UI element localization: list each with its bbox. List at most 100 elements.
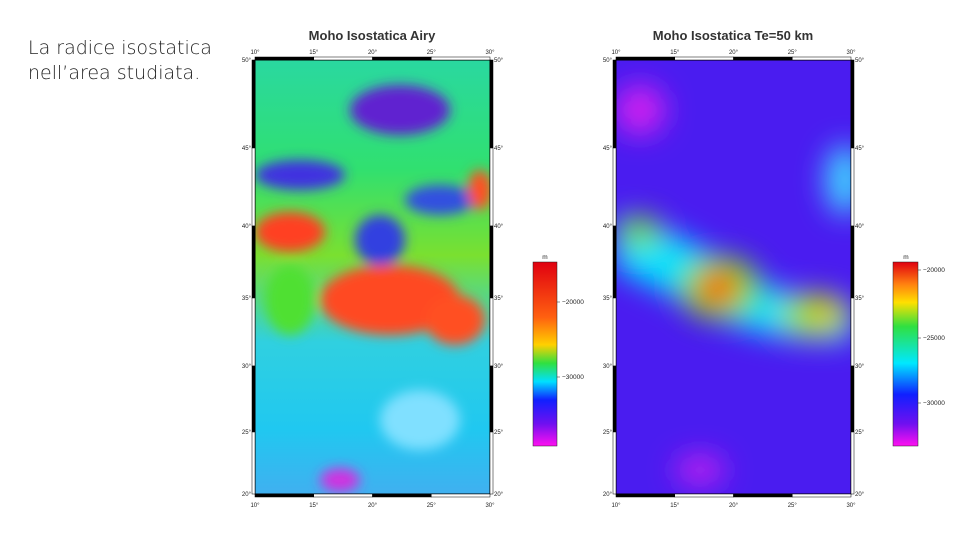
frame-segment	[792, 56, 852, 61]
frame-segment	[612, 59, 617, 149]
frame-segment	[489, 365, 494, 433]
frame-segment	[612, 225, 617, 299]
frame-segment	[489, 147, 494, 227]
map-blob	[825, 145, 851, 215]
lon-label: 10°	[250, 503, 260, 509]
frame-segment	[615, 56, 675, 61]
colorbar-label: −25000	[923, 335, 945, 342]
lat-label: 45°	[242, 146, 252, 152]
lon-label: 15°	[309, 503, 319, 509]
lon-label: 30°	[485, 50, 495, 56]
frame-segment	[431, 56, 491, 61]
text-line: La radice isostatica	[28, 37, 212, 59]
lon-label: 30°	[846, 50, 856, 56]
map-title: Moho Isostatica Airy	[309, 28, 436, 43]
map-blob	[255, 160, 345, 190]
lat-label: 25°	[603, 430, 613, 436]
colorbar	[892, 261, 919, 447]
frame-segment	[850, 225, 855, 299]
lat-label: 45°	[494, 146, 504, 152]
lon-label: 25°	[788, 503, 798, 509]
te-map	[616, 60, 851, 494]
map-blob	[616, 85, 665, 135]
colorbar-unit: m	[542, 254, 547, 261]
colorbar	[532, 261, 558, 447]
lat-label: 30°	[855, 364, 865, 370]
lat-label: 50°	[494, 58, 504, 64]
colorbar-label: −20000	[923, 267, 945, 274]
frame-segment	[674, 493, 734, 498]
frame-segment	[489, 297, 494, 367]
colorbar-unit: m	[903, 254, 908, 261]
lon-label: 15°	[309, 50, 319, 56]
lat-label: 35°	[855, 296, 865, 302]
lat-label: 40°	[855, 224, 865, 230]
colorbar-label: −20000	[562, 299, 584, 306]
lat-label: 25°	[242, 430, 252, 436]
lon-label: 20°	[368, 503, 378, 509]
frame-segment	[251, 225, 256, 299]
lat-label: 40°	[494, 224, 504, 230]
frame-segment	[489, 225, 494, 299]
map-blob	[618, 216, 662, 248]
frame-segment	[251, 431, 256, 495]
frame-segment	[251, 297, 256, 367]
frame-segment	[850, 297, 855, 367]
frame-segment	[251, 59, 256, 149]
frame-segment	[850, 431, 855, 495]
frame-segment	[612, 431, 617, 495]
map-blob	[320, 265, 460, 335]
frame-segment	[372, 493, 432, 498]
lon-label: 20°	[729, 50, 739, 56]
map-blob	[265, 265, 315, 335]
lat-label: 30°	[603, 364, 613, 370]
map-shading	[616, 85, 851, 485]
frame-segment	[251, 147, 256, 227]
lat-label: 20°	[242, 492, 252, 498]
lat-label: 25°	[855, 430, 865, 436]
lat-label: 30°	[242, 364, 252, 370]
frame-segment	[674, 56, 734, 61]
lat-label: 35°	[494, 296, 504, 302]
frame-segment	[254, 493, 314, 498]
frame-segment	[489, 59, 494, 149]
frame-segment	[489, 431, 494, 495]
lat-label: 20°	[494, 492, 504, 498]
lon-label: 20°	[368, 50, 378, 56]
slide-text: La radice isostatica nell’area studiata.	[28, 36, 212, 86]
airy-map	[255, 60, 490, 494]
lon-label: 25°	[788, 50, 798, 56]
lon-label: 25°	[427, 50, 437, 56]
map-blob	[696, 270, 740, 306]
frame-segment	[850, 365, 855, 433]
lon-label: 10°	[611, 50, 621, 56]
frame-segment	[372, 56, 432, 61]
frame-segment	[612, 365, 617, 433]
map-shading	[255, 85, 490, 492]
frame-segment	[251, 365, 256, 433]
frame-segment	[850, 147, 855, 227]
map-blob	[405, 185, 475, 215]
colorbar-label: −30000	[923, 400, 945, 407]
lon-label: 25°	[427, 503, 437, 509]
frame-segment	[431, 493, 491, 498]
map-blob	[425, 295, 485, 345]
frame-segment	[254, 56, 314, 61]
map-blob	[380, 390, 460, 450]
lat-label: 25°	[494, 430, 504, 436]
lon-label: 15°	[670, 50, 680, 56]
frame-segment	[792, 493, 852, 498]
lat-label: 45°	[603, 146, 613, 152]
lon-label: 30°	[485, 503, 495, 509]
lat-label: 20°	[855, 492, 865, 498]
frame-segment	[313, 56, 373, 61]
lon-label: 10°	[611, 503, 621, 509]
lat-label: 20°	[603, 492, 613, 498]
frame-segment	[733, 493, 793, 498]
frame-segment	[612, 297, 617, 367]
lat-label: 50°	[855, 58, 865, 64]
frame-segment	[850, 59, 855, 149]
frame-segment	[612, 147, 617, 227]
lat-label: 30°	[494, 364, 504, 370]
lat-label: 40°	[242, 224, 252, 230]
